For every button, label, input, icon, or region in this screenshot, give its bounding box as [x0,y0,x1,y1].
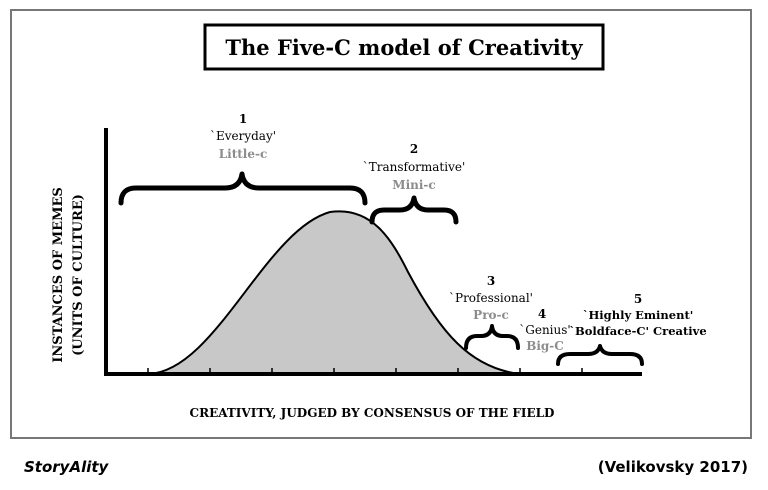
y-axis-label-line1: INSTANCES OF MEMES [51,187,66,363]
x-axis-label: CREATIVITY, JUDGED BY CONSENSUS OF THE F… [190,406,555,420]
category-1-number: 1 [239,112,247,126]
category-3-number: 3 [487,274,495,288]
category-2-number: 2 [410,142,418,156]
category-5-name: `Highly Eminent' [583,308,694,322]
category-4-number: 4 [538,307,546,321]
category-3-label: Pro-c [473,308,509,322]
brace-little-c [118,171,368,206]
category-3-name: `Professional' [449,291,533,305]
category-2-label: Mini-c [392,178,435,192]
y-axis-label-line2: (UNITS OF CULTURE) [71,194,86,356]
five-c-diagram: The Five-C model of Creativity INSTANCES… [51,23,707,420]
citation-footer: (Velikovsky 2017) [597,458,748,476]
category-5-number: 5 [634,292,642,306]
category-1-label: Little-c [219,147,268,161]
title-box [203,23,605,71]
brand-footer: StoryAlity [24,458,109,476]
brace-pro-c [464,324,520,350]
category-2-name: `Transformative' [363,160,466,174]
brace-mini-c [369,195,459,225]
brace-boldface-c [556,344,644,366]
category-4-name: `Genius' [519,323,570,337]
diagram-title: The Five-C model of Creativity [225,35,583,60]
distribution-curve [147,210,521,375]
x-axis-ticks [147,368,583,374]
category-5-label: `Boldface-C' Creative [569,324,706,338]
category-4-label: Big-C [526,339,564,353]
category-1-name: `Everyday' [210,129,276,143]
